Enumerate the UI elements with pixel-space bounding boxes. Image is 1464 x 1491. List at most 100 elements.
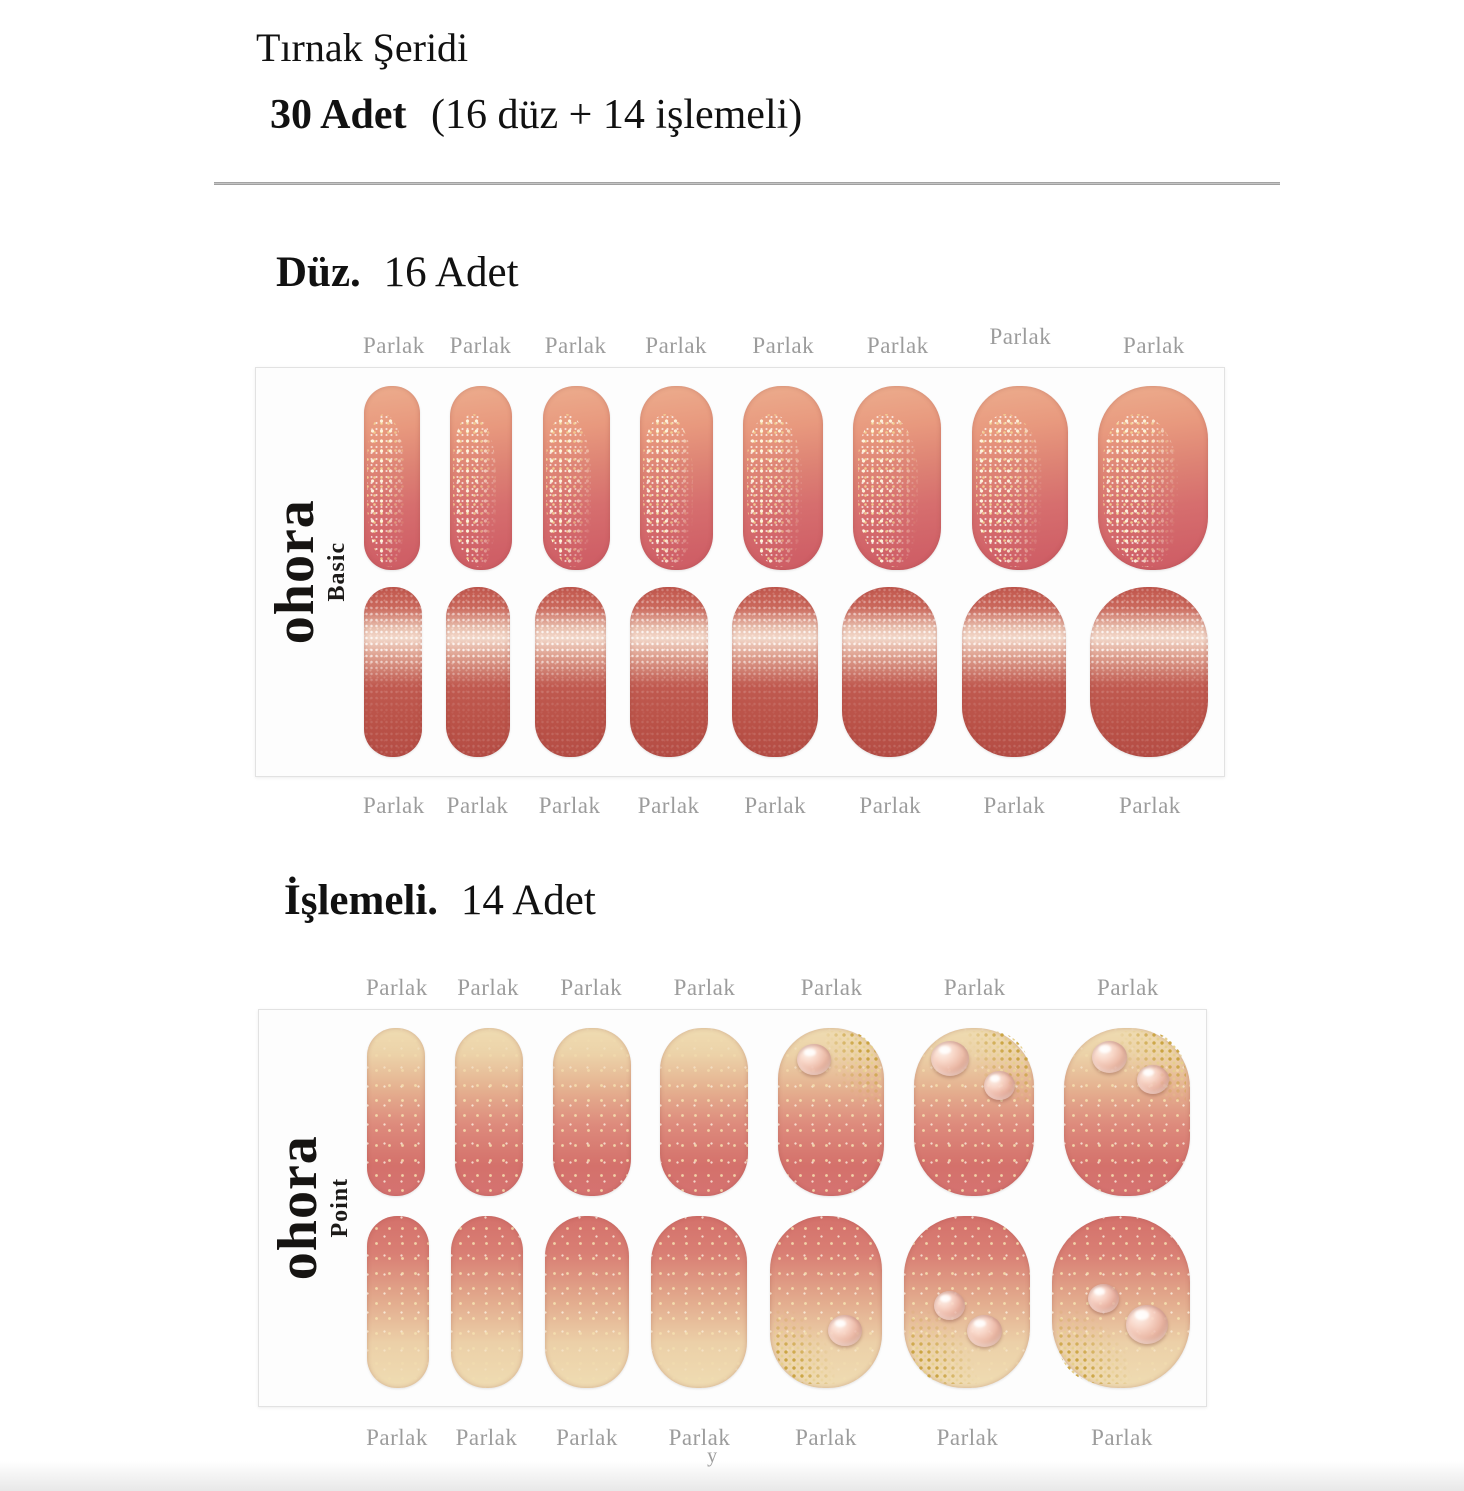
finish-labels-bottom-point: Parlak Parlak Parlak Parlak y Parlak Parlak Par…	[258, 1423, 1207, 1467]
finish-label-slot: Parlak	[854, 333, 942, 359]
finish-label-slot: Parlak	[450, 333, 512, 359]
finish-label: Parlak	[1119, 792, 1181, 818]
finish-label-slot: Parlak	[640, 333, 713, 359]
finish-texture	[914, 1027, 1035, 1196]
finish-label-slot: Parlak	[1053, 1425, 1191, 1451]
finish-label-slot: Parlak	[446, 793, 510, 819]
nail-strip	[545, 1215, 630, 1388]
finish-texture	[545, 1215, 630, 1388]
finish-texture	[367, 1027, 425, 1196]
finish-label: Parlak	[795, 1424, 857, 1450]
finish-texture	[367, 1215, 429, 1388]
finish-texture	[453, 414, 496, 567]
bottom-fade	[0, 1460, 1464, 1491]
finish-texture	[1051, 1215, 1190, 1388]
finish-label-slot: Parlak	[660, 975, 748, 1001]
finish-label: Parlak	[538, 792, 601, 818]
nail-strip	[364, 587, 422, 758]
nail-row	[367, 1027, 1190, 1196]
finish-label-slot: Parlak	[915, 975, 1035, 1001]
finish-label: Parlak	[800, 974, 863, 1000]
finish-label-slot: Parlak	[366, 975, 427, 1001]
page-title-text: Tırnak Şeridi	[256, 25, 469, 70]
finish-label: Parlak	[363, 792, 425, 818]
nail-row	[364, 386, 1208, 571]
finish-label: Parlak	[866, 332, 929, 358]
section-plain: Düz. 16 Adet Parlak Parlak Parlak Parlak Par…	[0, 247, 1464, 821]
nail-strip	[534, 587, 606, 758]
nail-strip	[971, 386, 1068, 571]
finish-label-slot: Parlak	[366, 1425, 428, 1451]
nail-strip	[651, 1215, 748, 1388]
finish-label: Parlak	[544, 332, 607, 358]
finish-label: Parlak	[989, 323, 1052, 349]
finish-label: Parlak	[859, 792, 922, 818]
finish-label-slot: Parlak	[552, 975, 630, 1001]
finish-labels-top-point: Parlak Parlak Parlak Parlak Parlak Parlak Parl…	[258, 973, 1207, 1003]
finish-texture	[857, 414, 918, 567]
finish-label-slot: Parlak	[534, 793, 605, 819]
finish-labels-bottom-basic: Parlak Parlak Parlak Parlak Parlak Parlak Parl…	[255, 791, 1225, 821]
nail-strip	[639, 386, 713, 571]
finish-label-slot: Parlak	[451, 1425, 523, 1451]
gem-droplet	[827, 1315, 862, 1347]
finish-label-slot: Parlak	[363, 333, 424, 359]
finish-texture	[446, 587, 511, 758]
finish-label: Parlak	[637, 792, 700, 818]
finish-texture	[643, 414, 694, 567]
finish-label: Parlak	[668, 1424, 731, 1450]
finish-label: Parlak	[560, 974, 623, 1000]
brand-logo-basic: ohora Basic	[256, 368, 364, 776]
gem-droplet	[797, 1044, 832, 1076]
finish-label: Parlak	[366, 1424, 428, 1450]
nail-strip	[778, 1027, 885, 1196]
finish-texture	[366, 414, 405, 567]
piece-count-total: 30 Adet	[270, 92, 407, 138]
finish-label: Parlak	[983, 792, 1046, 818]
finish-texture	[732, 587, 819, 758]
finish-label-slot: Parlak	[905, 1425, 1031, 1451]
finish-label-slot: Parlak	[770, 1425, 882, 1451]
nail-sheet-basic: ohora Basic	[255, 366, 1225, 777]
gem-droplet	[983, 1071, 1015, 1101]
nail-rows-basic	[364, 368, 1208, 776]
section-plain-heading-count: 16 Adet	[383, 249, 519, 297]
finish-label-slot: Parlak	[732, 793, 818, 819]
piece-count-line: 30 Adet (16 düz + 14 işlemeli)	[270, 90, 1464, 140]
finish-texture	[961, 587, 1066, 758]
finish-label-slot: Parlak	[630, 793, 708, 819]
finish-label-slot: Parlak y	[652, 1424, 748, 1467]
finish-label: Parlak	[943, 974, 1006, 1000]
finish-texture	[769, 1215, 882, 1388]
nail-strip	[367, 1215, 429, 1388]
finish-label: Parlak	[455, 1424, 518, 1450]
gem-droplet	[1091, 1041, 1127, 1074]
nail-strip	[903, 1215, 1030, 1388]
glitter-mesh	[1057, 1308, 1132, 1385]
brand-logo-point: ohora Point	[259, 1010, 367, 1406]
section-plain-heading-bold: Düz.	[276, 249, 361, 297]
nail-strip	[732, 587, 819, 758]
nail-rows-point	[367, 1010, 1190, 1406]
finish-label-slot: Parlak	[1091, 793, 1209, 819]
finish-texture	[545, 414, 592, 567]
nail-strip	[914, 1027, 1035, 1196]
gem-droplet	[1087, 1284, 1119, 1314]
finish-label-slot: Parlak	[1065, 975, 1191, 1001]
finish-label: Parlak	[366, 974, 428, 1000]
finish-label-slot: Parlak	[779, 975, 885, 1001]
finish-texture	[1089, 587, 1208, 758]
section-decorated-heading: İşlemeli. 14 Adet	[284, 875, 1464, 927]
brand-name: ohora	[263, 499, 326, 645]
finish-label: Parlak	[457, 974, 520, 1000]
finish-labels-top-basic: Parlak Parlak Parlak Parlak Parlak Parlak Parl…	[255, 324, 1225, 361]
finish-label: Parlak	[744, 792, 807, 818]
section-plain-heading: Düz. 16 Adet	[276, 247, 1464, 299]
nail-strip	[1063, 1027, 1190, 1196]
finish-texture	[778, 1027, 885, 1196]
finish-texture	[1103, 414, 1179, 567]
nail-strip	[364, 386, 420, 571]
nail-strip	[853, 386, 942, 571]
glitter-mesh	[774, 1308, 835, 1385]
